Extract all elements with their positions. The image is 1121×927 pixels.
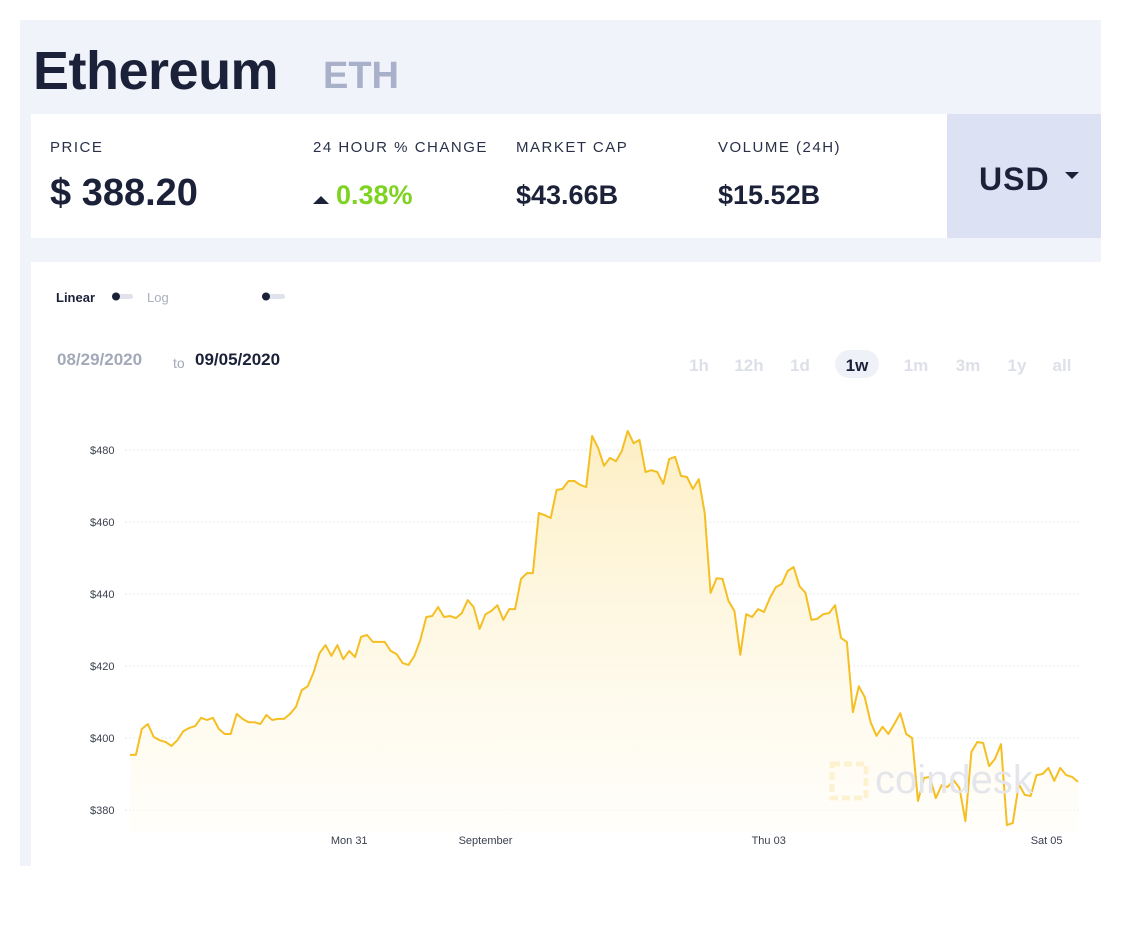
range-button[interactable]: 12h bbox=[734, 356, 763, 375]
toggle-knob[interactable] bbox=[112, 292, 120, 301]
date-to-word: to bbox=[173, 355, 185, 371]
change-value: 0.38% bbox=[336, 180, 413, 210]
y-tick-label: $420 bbox=[90, 661, 114, 673]
toggle-knob[interactable] bbox=[262, 292, 270, 301]
coin-title: Ethereum bbox=[33, 41, 279, 101]
stat-label: PRICE bbox=[50, 139, 104, 156]
linear-option[interactable]: Linear bbox=[56, 290, 95, 305]
range-button[interactable]: all bbox=[1053, 356, 1072, 375]
coindesk-logo bbox=[829, 761, 869, 801]
price-value: $ 388.20 bbox=[50, 172, 198, 214]
stat-label: VOLUME (24H) bbox=[718, 139, 842, 156]
stat-value: $15.52B bbox=[718, 180, 821, 210]
date-to: 09/05/2020 bbox=[195, 350, 280, 369]
range-button[interactable]: 1y bbox=[1008, 356, 1027, 375]
x-tick-label: Mon 31 bbox=[331, 835, 368, 847]
stats-bar: PRICE $ 388.20 24 HOUR % CHANGE 0.38% MA… bbox=[31, 114, 947, 238]
price-line bbox=[130, 429, 1079, 827]
stat-label: 24 HOUR % CHANGE bbox=[313, 139, 488, 156]
date-from: 08/29/2020 bbox=[57, 350, 142, 369]
range-button[interactable]: 1d bbox=[790, 356, 810, 375]
range-button[interactable]: 1m bbox=[904, 356, 929, 375]
range-button[interactable]: 3m bbox=[956, 356, 981, 375]
y-tick-label: $480 bbox=[90, 445, 114, 457]
range-button[interactable]: 1w bbox=[846, 356, 869, 375]
log-option[interactable]: Log bbox=[147, 290, 169, 305]
up-arrow bbox=[313, 196, 329, 204]
caret bbox=[1065, 172, 1079, 179]
x-tick-label: Thu 03 bbox=[752, 835, 786, 847]
y-tick-label: $380 bbox=[90, 805, 114, 817]
range-selected-bg[interactable] bbox=[835, 350, 879, 378]
area-fill bbox=[130, 430, 1078, 832]
stat-label: MARKET CAP bbox=[516, 139, 629, 156]
x-tick-label: Sat 05 bbox=[1031, 835, 1063, 847]
y-tick-label: $400 bbox=[90, 733, 114, 745]
currency-label[interactable]: USD bbox=[979, 161, 1050, 197]
y-tick-label: $460 bbox=[90, 517, 114, 529]
range-button[interactable]: 1h bbox=[689, 356, 709, 375]
stat-value: $43.66B bbox=[516, 180, 619, 210]
coin-symbol: ETH bbox=[323, 55, 399, 97]
x-tick-label: September bbox=[459, 835, 513, 847]
y-tick-label: $440 bbox=[90, 589, 114, 601]
watermark: coindesk bbox=[875, 758, 1034, 802]
currency-select[interactable]: USD bbox=[947, 114, 1101, 238]
